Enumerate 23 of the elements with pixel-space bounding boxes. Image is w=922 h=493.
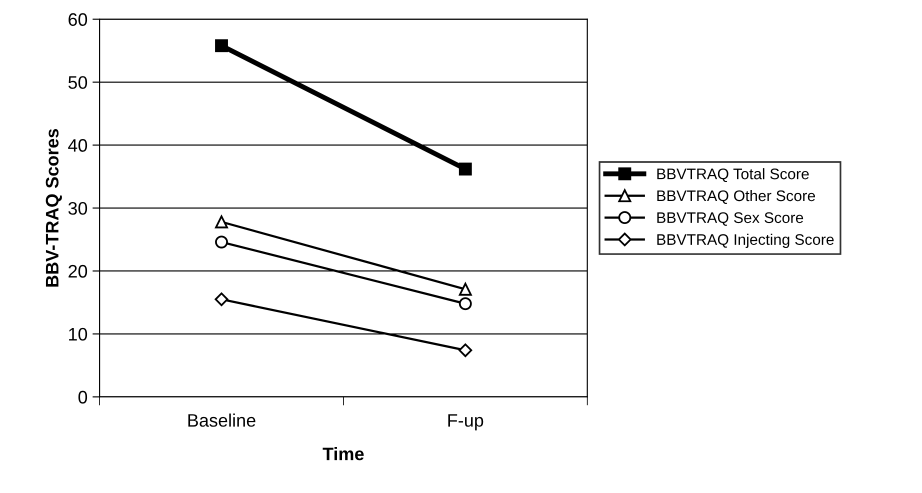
y-tick-label: 30 bbox=[68, 202, 88, 215]
y-axis-title: BBV-TRAQ Scores bbox=[46, 129, 62, 287]
y-tick-label: 50 bbox=[68, 76, 88, 89]
legend-label: BBVTRAQ Sex Score bbox=[657, 212, 804, 226]
point bbox=[458, 282, 472, 296]
x-tick-label: F-up bbox=[448, 414, 484, 430]
legend-label: BBVTRAQ Total Score bbox=[657, 168, 809, 182]
y-tick-label: 10 bbox=[69, 328, 88, 341]
y-tick-label: 60 bbox=[68, 13, 88, 26]
point bbox=[215, 39, 228, 52]
x-axis-title: Time bbox=[322, 447, 364, 460]
legend-label: BBVTRAQ Other Score bbox=[657, 190, 816, 204]
point bbox=[215, 236, 228, 248]
point bbox=[458, 343, 472, 358]
y-tick-label: 40 bbox=[68, 139, 88, 152]
y-tick-label: 20 bbox=[68, 264, 88, 278]
x-tick-label: Baseline bbox=[188, 414, 256, 427]
point bbox=[458, 297, 472, 310]
point bbox=[214, 292, 228, 306]
y-tick-label: 0 bbox=[78, 390, 88, 404]
legend-label: BBVTRAQ Injecting Score bbox=[657, 234, 834, 248]
point bbox=[458, 162, 472, 176]
point bbox=[215, 215, 228, 228]
